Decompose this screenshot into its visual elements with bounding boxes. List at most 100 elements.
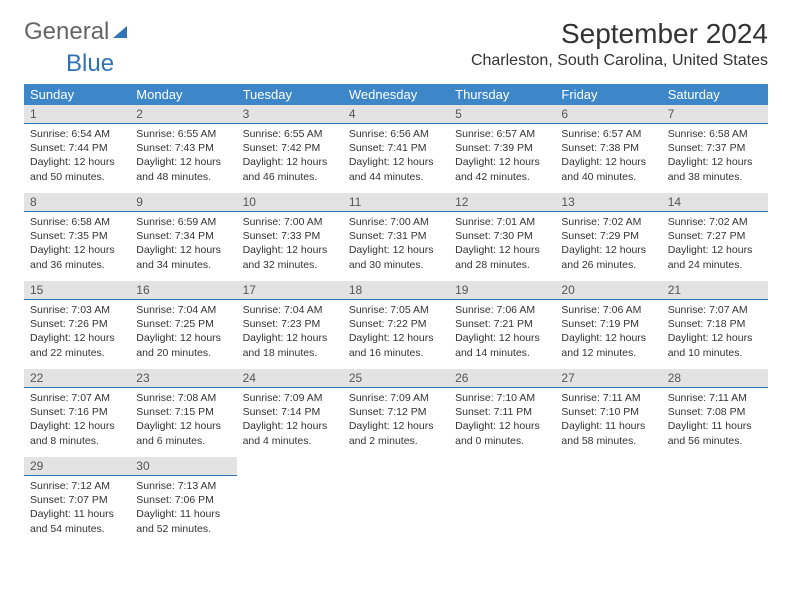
- day-details: Sunrise: 7:00 AMSunset: 7:31 PMDaylight:…: [343, 212, 449, 276]
- day-details: Sunrise: 7:02 AMSunset: 7:27 PMDaylight:…: [662, 212, 768, 276]
- daylight-line: Daylight: 12 hours and 30 minutes.: [349, 243, 443, 271]
- day-number: 26: [449, 369, 555, 388]
- sunset-line: Sunset: 7:21 PM: [455, 317, 549, 331]
- day-number: 21: [662, 281, 768, 300]
- sunset-line: Sunset: 7:12 PM: [349, 405, 443, 419]
- day-number: 15: [24, 281, 130, 300]
- day-number: 6: [555, 105, 661, 124]
- daylight-line: Daylight: 12 hours and 0 minutes.: [455, 419, 549, 447]
- day-number: 11: [343, 193, 449, 212]
- daylight-line: Daylight: 11 hours and 54 minutes.: [30, 507, 124, 535]
- calendar-cell: 11Sunrise: 7:00 AMSunset: 7:31 PMDayligh…: [343, 193, 449, 281]
- daylight-line: Daylight: 12 hours and 4 minutes.: [243, 419, 337, 447]
- calendar-row: 1Sunrise: 6:54 AMSunset: 7:44 PMDaylight…: [24, 105, 768, 193]
- title-block: September 2024 Charleston, South Carolin…: [471, 18, 768, 70]
- calendar-cell: 29Sunrise: 7:12 AMSunset: 7:07 PMDayligh…: [24, 457, 130, 545]
- sunrise-line: Sunrise: 7:06 AM: [455, 303, 549, 317]
- sunset-line: Sunset: 7:31 PM: [349, 229, 443, 243]
- sunset-line: Sunset: 7:26 PM: [30, 317, 124, 331]
- daylight-line: Daylight: 12 hours and 40 minutes.: [561, 155, 655, 183]
- sunrise-line: Sunrise: 7:04 AM: [243, 303, 337, 317]
- day-details: Sunrise: 7:01 AMSunset: 7:30 PMDaylight:…: [449, 212, 555, 276]
- calendar-cell: [555, 457, 661, 545]
- sunrise-line: Sunrise: 7:05 AM: [349, 303, 443, 317]
- calendar-cell: [343, 457, 449, 545]
- daylight-line: Daylight: 12 hours and 24 minutes.: [668, 243, 762, 271]
- day-header: Tuesday: [237, 84, 343, 105]
- sunset-line: Sunset: 7:38 PM: [561, 141, 655, 155]
- daylight-line: Daylight: 11 hours and 56 minutes.: [668, 419, 762, 447]
- sunset-line: Sunset: 7:34 PM: [136, 229, 230, 243]
- sunrise-line: Sunrise: 7:11 AM: [561, 391, 655, 405]
- day-header: Monday: [130, 84, 236, 105]
- day-number: 23: [130, 369, 236, 388]
- sunset-line: Sunset: 7:18 PM: [668, 317, 762, 331]
- day-details: Sunrise: 7:06 AMSunset: 7:21 PMDaylight:…: [449, 300, 555, 364]
- calendar-cell: 3Sunrise: 6:55 AMSunset: 7:42 PMDaylight…: [237, 105, 343, 193]
- sunset-line: Sunset: 7:23 PM: [243, 317, 337, 331]
- sunset-line: Sunset: 7:43 PM: [136, 141, 230, 155]
- day-details: Sunrise: 7:10 AMSunset: 7:11 PMDaylight:…: [449, 388, 555, 452]
- sunrise-line: Sunrise: 6:57 AM: [561, 127, 655, 141]
- sunrise-line: Sunrise: 7:13 AM: [136, 479, 230, 493]
- daylight-line: Daylight: 11 hours and 58 minutes.: [561, 419, 655, 447]
- sunset-line: Sunset: 7:27 PM: [668, 229, 762, 243]
- day-details: Sunrise: 6:57 AMSunset: 7:38 PMDaylight:…: [555, 124, 661, 188]
- sunset-line: Sunset: 7:41 PM: [349, 141, 443, 155]
- day-details: Sunrise: 7:06 AMSunset: 7:19 PMDaylight:…: [555, 300, 661, 364]
- day-details: Sunrise: 6:55 AMSunset: 7:43 PMDaylight:…: [130, 124, 236, 188]
- calendar-cell: 7Sunrise: 6:58 AMSunset: 7:37 PMDaylight…: [662, 105, 768, 193]
- day-number: 1: [24, 105, 130, 124]
- daylight-line: Daylight: 12 hours and 6 minutes.: [136, 419, 230, 447]
- daylight-line: Daylight: 12 hours and 8 minutes.: [30, 419, 124, 447]
- sunrise-line: Sunrise: 6:55 AM: [243, 127, 337, 141]
- daylight-line: Daylight: 12 hours and 16 minutes.: [349, 331, 443, 359]
- day-details: Sunrise: 6:56 AMSunset: 7:41 PMDaylight:…: [343, 124, 449, 188]
- sunrise-line: Sunrise: 7:08 AM: [136, 391, 230, 405]
- calendar-cell: 21Sunrise: 7:07 AMSunset: 7:18 PMDayligh…: [662, 281, 768, 369]
- day-number: 16: [130, 281, 236, 300]
- day-details: Sunrise: 7:07 AMSunset: 7:16 PMDaylight:…: [24, 388, 130, 452]
- day-number: 19: [449, 281, 555, 300]
- sunset-line: Sunset: 7:19 PM: [561, 317, 655, 331]
- day-number: 20: [555, 281, 661, 300]
- daylight-line: Daylight: 12 hours and 22 minutes.: [30, 331, 124, 359]
- daylight-line: Daylight: 12 hours and 46 minutes.: [243, 155, 337, 183]
- daylight-line: Daylight: 12 hours and 20 minutes.: [136, 331, 230, 359]
- sunset-line: Sunset: 7:35 PM: [30, 229, 124, 243]
- day-header: Saturday: [662, 84, 768, 105]
- daylight-line: Daylight: 12 hours and 26 minutes.: [561, 243, 655, 271]
- calendar-cell: 18Sunrise: 7:05 AMSunset: 7:22 PMDayligh…: [343, 281, 449, 369]
- calendar-body: 1Sunrise: 6:54 AMSunset: 7:44 PMDaylight…: [24, 105, 768, 545]
- sunrise-line: Sunrise: 7:00 AM: [349, 215, 443, 229]
- daylight-line: Daylight: 12 hours and 36 minutes.: [30, 243, 124, 271]
- logo-triangle-icon: [111, 22, 131, 42]
- calendar-cell: 19Sunrise: 7:06 AMSunset: 7:21 PMDayligh…: [449, 281, 555, 369]
- day-details: Sunrise: 6:59 AMSunset: 7:34 PMDaylight:…: [130, 212, 236, 276]
- calendar-cell: 25Sunrise: 7:09 AMSunset: 7:12 PMDayligh…: [343, 369, 449, 457]
- sunrise-line: Sunrise: 7:12 AM: [30, 479, 124, 493]
- calendar-cell: [237, 457, 343, 545]
- calendar-cell: 17Sunrise: 7:04 AMSunset: 7:23 PMDayligh…: [237, 281, 343, 369]
- day-number: 28: [662, 369, 768, 388]
- sunrise-line: Sunrise: 7:02 AM: [668, 215, 762, 229]
- day-details: Sunrise: 6:57 AMSunset: 7:39 PMDaylight:…: [449, 124, 555, 188]
- sunrise-line: Sunrise: 6:55 AM: [136, 127, 230, 141]
- sunset-line: Sunset: 7:25 PM: [136, 317, 230, 331]
- sunrise-line: Sunrise: 6:59 AM: [136, 215, 230, 229]
- sunset-line: Sunset: 7:33 PM: [243, 229, 337, 243]
- sunset-line: Sunset: 7:29 PM: [561, 229, 655, 243]
- sunset-line: Sunset: 7:22 PM: [349, 317, 443, 331]
- day-number: 24: [237, 369, 343, 388]
- sunset-line: Sunset: 7:39 PM: [455, 141, 549, 155]
- sunrise-line: Sunrise: 7:03 AM: [30, 303, 124, 317]
- calendar-cell: 30Sunrise: 7:13 AMSunset: 7:06 PMDayligh…: [130, 457, 236, 545]
- day-details: Sunrise: 7:04 AMSunset: 7:23 PMDaylight:…: [237, 300, 343, 364]
- daylight-line: Daylight: 12 hours and 14 minutes.: [455, 331, 549, 359]
- calendar-cell: 20Sunrise: 7:06 AMSunset: 7:19 PMDayligh…: [555, 281, 661, 369]
- location: Charleston, South Carolina, United State…: [471, 52, 768, 70]
- day-number: 2: [130, 105, 236, 124]
- calendar-cell: 26Sunrise: 7:10 AMSunset: 7:11 PMDayligh…: [449, 369, 555, 457]
- day-details: Sunrise: 7:09 AMSunset: 7:12 PMDaylight:…: [343, 388, 449, 452]
- day-details: Sunrise: 7:05 AMSunset: 7:22 PMDaylight:…: [343, 300, 449, 364]
